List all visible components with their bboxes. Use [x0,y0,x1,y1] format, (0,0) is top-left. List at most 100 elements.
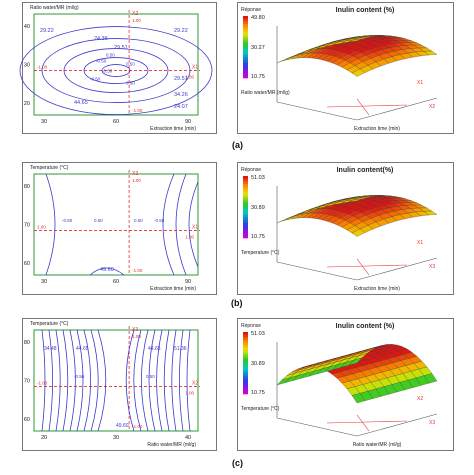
p1-legend-swatch-5 [243,28,248,32]
p3-legend-swatch-19 [243,381,248,384]
p2-legend-swatch-8 [243,196,248,200]
p1-floor-marker-a [326,104,408,108]
p2-surface-axis-front: Extraction time (min) [354,286,400,292]
p2-legend-title: Réponse [241,167,261,173]
p3-contour-left-0 [41,329,46,432]
p3-legend-swatch-10 [243,357,248,361]
p2-legend-swatch-5 [243,188,248,192]
caption-b: (b) [231,298,243,308]
p1-legend-title: Réponse [241,7,261,13]
p2-legend-swatch-18 [243,222,248,226]
p1-marker-bottom-label: -1.00 [132,108,143,113]
p2-legend-swatch-7 [243,194,248,197]
p3-contour-left-5 [76,329,84,432]
p3-contour-left-6 [83,329,91,432]
p3-legend-swatch-12 [243,363,248,366]
p1-marker-top-label: 1.00 [132,18,141,23]
p1-legend-swatch-17 [243,59,248,63]
p2-center-label-2: 0.50 [134,218,143,223]
p2-legend-min: 10.75 [251,234,265,240]
p1-surface-axis-front: Extraction time (min) [354,126,400,132]
p1-xtick-2: 90 [185,119,191,125]
p3-level-label-2: 44.65 [148,346,161,352]
p1-surface-marker-label: X2 [429,104,435,110]
p3-floor-right [356,413,438,437]
p3-level-label-3: 51.36 [174,346,187,352]
p3-level-label-1: 44.65 [76,346,89,352]
p1-legend-max: 49.80 [251,15,265,21]
p3-legend-title: Réponse [241,323,261,329]
p1-legend-swatch-18 [243,62,248,66]
p2-legend-swatch-17 [243,219,248,223]
p1-marker-y-label: X1 [192,65,198,71]
p1-center-label-0: 0.50 [106,53,115,58]
p1-center-label-3: -0.50 [102,69,113,74]
p1-legend-swatch-11 [243,44,248,48]
p3-legend-swatch-18 [243,378,248,382]
p3-legend-swatch-8 [243,352,248,356]
p1-contour-line-2 [63,48,169,93]
p2-ytick-1: 70 [24,223,30,229]
p2-center-label-1: 0.50 [94,218,103,223]
p3-contour-right-4 [156,329,163,432]
p2-legend-swatch-15 [243,214,248,218]
p2-contour-xlabel: Extraction time (min) [150,286,196,292]
p2-legend-swatch-10 [243,201,248,205]
p2-floor-marker-b [356,258,370,276]
p2-legend-swatch-22 [243,232,248,236]
p1-floor-marker-b [356,98,370,116]
p3-surface-axis-front: Ratio water/MR (ml/g) [353,442,402,448]
p3-marker-bottom-label: -1.00 [132,424,143,429]
p3-marker-left-label: -1.00 [37,381,48,386]
p2-legend-swatch-3 [243,183,248,187]
p1-legend-swatch-3 [243,23,248,27]
p1-legend-swatch-6 [243,31,248,35]
p1-level-label-3: 29.22 [174,28,188,34]
p2-center-label-0: -0.50 [62,218,73,223]
p3-center-label-1: 0.50 [146,374,155,379]
p3-floor-marker-a [326,420,408,424]
p2-legend-swatch-1 [243,178,248,182]
p3-marker-y-label: X2 [192,381,198,387]
p1-legend-swatch-8 [243,36,248,40]
p2-legend-swatch-0 [243,176,248,179]
p3-legend-swatch-5 [243,344,248,348]
p3-legend-swatch-16 [243,373,248,377]
p2-floor-front [276,261,358,281]
p3-contour-left-7 [90,329,99,432]
p3-floor-front [276,417,358,437]
p2-legend-swatch-16 [243,217,248,221]
p3-ytick-0: 80 [24,340,30,346]
p2-legend-swatch-2 [243,181,248,185]
p3-xtick-2: 40 [185,435,191,441]
p3-legend-swatch-3 [243,339,248,343]
p3-legend-swatch-23 [243,391,248,395]
p3-legend-swatch-2 [243,337,248,341]
p1-legend-swatch-9 [243,39,248,43]
p3-contour-right-3 [163,329,170,432]
p2-legend-swatch-11 [243,204,248,208]
p3-contour-right-5 [148,329,156,432]
p3-legend-swatch-17 [243,375,248,379]
p1-legend-swatch-13 [243,49,248,53]
p3-center-label-0: -0.50 [74,374,85,379]
p3-contour-right-8 [125,329,135,432]
p3-xtick-1: 30 [113,435,119,441]
p3-surface-title: Inulin content (%) [336,323,395,330]
p2-surface-marker2-label: X1 [417,240,423,246]
p3-marker-top-label: 1.00 [132,334,141,339]
p1-legend-swatch-4 [243,26,248,30]
p1-marker-right-label: 1.00 [185,75,194,80]
p3-legend-swatch-11 [243,360,248,364]
p2-floor-marker-a [326,264,408,268]
p3-level-label-0: 34.48 [44,346,57,352]
p2-center-label-3: -0.50 [154,218,165,223]
p3-legend-swatch-6 [243,347,248,351]
p2-legend-swatch-19 [243,225,248,228]
p3-legend-swatch-15 [243,370,248,374]
p2-contour-ylabel: Temperature (°C) [30,165,69,171]
p3-contour-left-8 [97,329,107,432]
p2-legend-mid: 30.89 [251,205,265,211]
p1-contour-ylabel: Ratio water/MR (ml/g) [30,5,79,11]
p2-level-label-0: 49.60 [100,267,114,273]
